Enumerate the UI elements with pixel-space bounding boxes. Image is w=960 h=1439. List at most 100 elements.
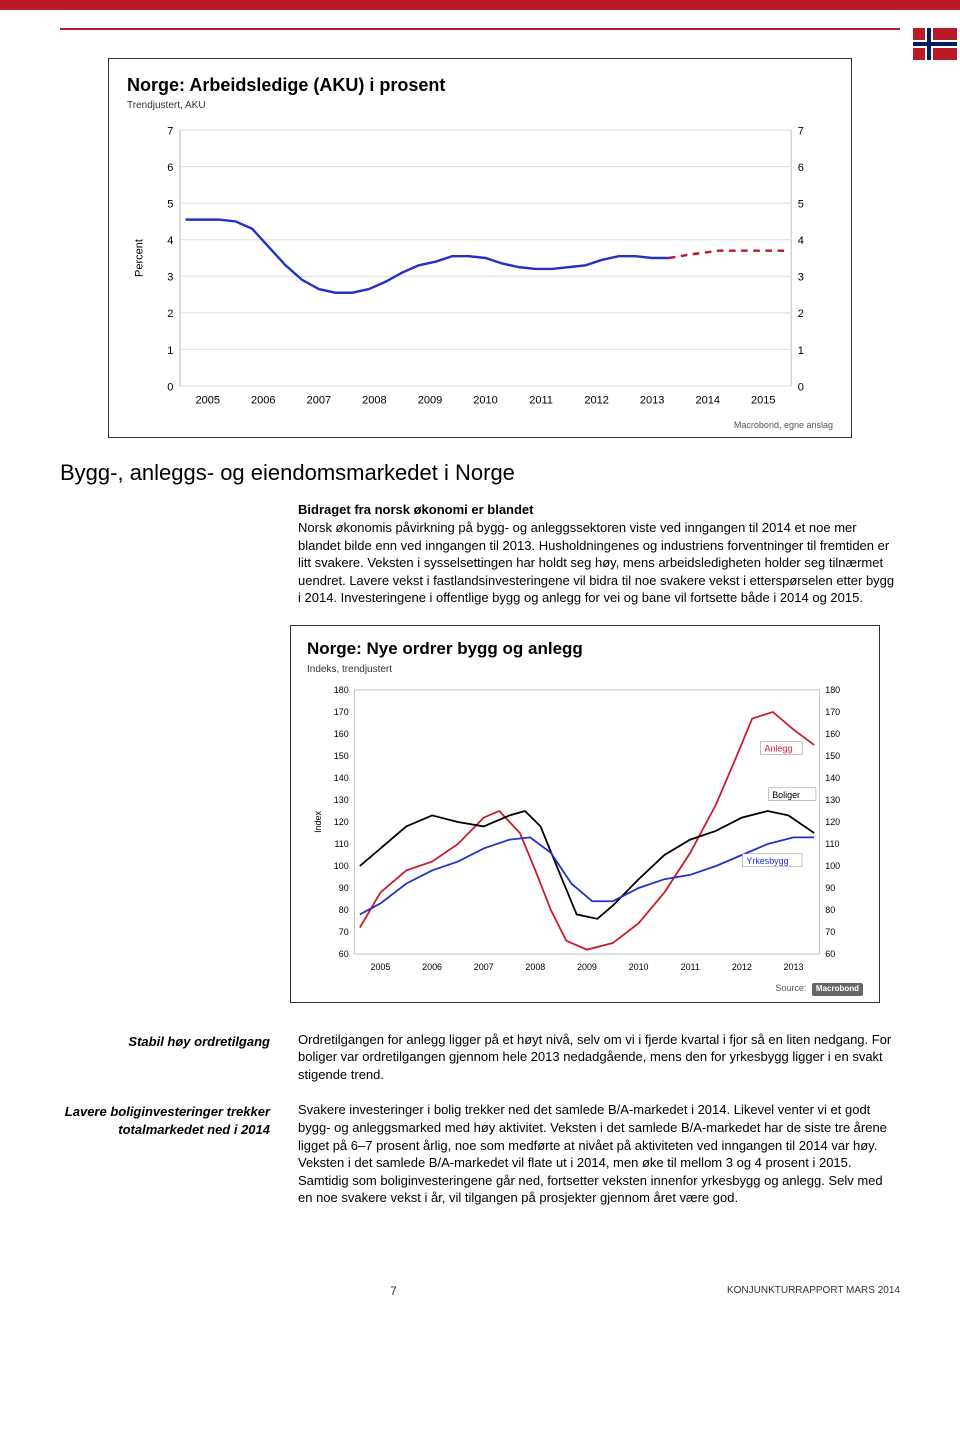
svg-text:7: 7 [167, 125, 173, 137]
svg-text:90: 90 [339, 883, 349, 893]
svg-text:0: 0 [798, 381, 804, 393]
svg-text:2008: 2008 [525, 962, 545, 972]
svg-text:130: 130 [825, 795, 840, 805]
page-body: Norge: Arbeidsledige (AKU) i prosent Tre… [0, 28, 960, 1265]
svg-text:70: 70 [339, 927, 349, 937]
svg-text:5: 5 [167, 198, 173, 210]
svg-text:140: 140 [334, 773, 349, 783]
chart2-subtitle: Indeks, trendjustert [307, 663, 863, 677]
svg-text:70: 70 [825, 927, 835, 937]
para-block-1: Bidraget fra norsk økonomi er blandet No… [60, 501, 900, 606]
svg-text:130: 130 [334, 795, 349, 805]
chart-unemployment: Norge: Arbeidsledige (AKU) i prosent Tre… [108, 58, 852, 438]
svg-text:60: 60 [825, 949, 835, 959]
svg-text:120: 120 [825, 817, 840, 827]
body-p3: Svakere investeringer i bolig trekker ne… [298, 1101, 900, 1206]
chart2-plot: 60 60 70 70 80 80 90 90 100 100 110 110 120 120 130 130… [307, 682, 863, 980]
top-red-bar [0, 0, 960, 10]
svg-text:180: 180 [334, 685, 349, 695]
p1-body: Norsk økonomis påvirkning på bygg- og an… [298, 520, 894, 605]
svg-text:110: 110 [825, 839, 839, 849]
svg-text:1: 1 [167, 345, 173, 357]
svg-text:160: 160 [825, 729, 840, 739]
svg-text:2012: 2012 [732, 962, 752, 972]
svg-text:Boliger: Boliger [772, 790, 800, 800]
svg-text:6: 6 [798, 162, 804, 174]
svg-text:120: 120 [334, 817, 349, 827]
norway-flag [910, 28, 960, 60]
svg-text:160: 160 [334, 729, 349, 739]
svg-text:2008: 2008 [362, 394, 387, 406]
svg-text:6: 6 [167, 162, 173, 174]
page-footer: 7 KONJUNKTURRAPPORT MARS 2014 [0, 1265, 960, 1307]
svg-text:110: 110 [334, 839, 348, 849]
red-rule [60, 28, 900, 30]
svg-text:Anlegg: Anlegg [765, 744, 793, 754]
footer-right: KONJUNKTURRAPPORT MARS 2014 [727, 1284, 900, 1298]
svg-text:80: 80 [825, 905, 835, 915]
svg-text:2: 2 [167, 308, 173, 320]
svg-text:2006: 2006 [422, 962, 442, 972]
p2-text: Ordretilgangen for anlegg ligger på et h… [298, 1031, 900, 1084]
svg-text:2013: 2013 [784, 962, 804, 972]
chart2-title: Norge: Nye ordrer bygg og anlegg [307, 638, 863, 661]
side-label-2: Stabil høy ordretilgang [60, 1031, 270, 1084]
svg-text:1: 1 [798, 345, 804, 357]
para-block-2: Stabil høy ordretilgang Ordretilgangen f… [60, 1031, 900, 1084]
svg-text:100: 100 [825, 861, 840, 871]
svg-text:2005: 2005 [371, 962, 391, 972]
svg-text:170: 170 [825, 707, 840, 717]
svg-text:2005: 2005 [195, 394, 220, 406]
section-heading: Bygg-, anleggs- og eiendomsmarkedet i No… [60, 458, 900, 488]
para-block-3: Lavere boliginvesteringer trekker totalm… [60, 1101, 900, 1206]
svg-text:140: 140 [825, 773, 840, 783]
svg-text:4: 4 [798, 235, 804, 247]
p1-lead: Bidraget fra norsk økonomi er blandet [298, 502, 534, 517]
svg-text:Yrkesbygg: Yrkesbygg [746, 856, 788, 866]
chart2-footer-prefix: Source: [775, 983, 806, 993]
svg-text:2011: 2011 [529, 394, 553, 406]
svg-text:60: 60 [339, 949, 349, 959]
svg-text:100: 100 [334, 861, 349, 871]
svg-text:7: 7 [798, 125, 804, 137]
svg-text:0: 0 [167, 381, 173, 393]
chart-orders: Norge: Nye ordrer bygg og anlegg Indeks,… [290, 625, 880, 1003]
svg-text:2007: 2007 [307, 394, 332, 406]
svg-text:2009: 2009 [577, 962, 597, 972]
svg-text:4: 4 [167, 235, 173, 247]
chart2-footer: Source: Macrobond [307, 982, 863, 996]
svg-text:Percent: Percent [133, 239, 145, 277]
p3-text: Svakere investeringer i bolig trekker ne… [298, 1101, 900, 1206]
chart1-plot: 0 0 1 1 2 2 3 3 4 4 5 5 6 6 7 7 2005 2006 2007 2008 2009 2010… [127, 119, 833, 417]
svg-text:2007: 2007 [474, 962, 494, 972]
svg-text:180: 180 [825, 685, 840, 695]
svg-text:150: 150 [334, 751, 349, 761]
svg-text:80: 80 [339, 905, 349, 915]
svg-text:2006: 2006 [251, 394, 276, 406]
svg-text:2011: 2011 [681, 962, 700, 972]
svg-text:2013: 2013 [640, 394, 665, 406]
page-number: 7 [390, 1283, 397, 1299]
svg-text:Index: Index [313, 811, 323, 833]
svg-text:2010: 2010 [473, 394, 498, 406]
svg-text:150: 150 [825, 751, 840, 761]
chart1-title: Norge: Arbeidsledige (AKU) i prosent [127, 73, 833, 97]
svg-text:3: 3 [798, 271, 804, 283]
svg-text:5: 5 [798, 198, 804, 210]
side-label-empty [60, 501, 270, 606]
svg-text:170: 170 [334, 707, 349, 717]
side-label-3: Lavere boliginvesteringer trekker totalm… [60, 1101, 270, 1206]
body-p2: Ordretilgangen for anlegg ligger på et h… [298, 1031, 900, 1084]
svg-text:2014: 2014 [695, 394, 720, 406]
svg-text:90: 90 [825, 883, 835, 893]
svg-text:2012: 2012 [584, 394, 609, 406]
body-p1: Bidraget fra norsk økonomi er blandet No… [298, 501, 900, 606]
chart1-subtitle: Trendjustert, AKU [127, 99, 833, 113]
svg-text:2009: 2009 [418, 394, 443, 406]
macrobond-badge: Macrobond [812, 983, 863, 996]
svg-text:2: 2 [798, 308, 804, 320]
svg-text:2010: 2010 [629, 962, 649, 972]
chart1-footer: Macrobond, egne anslag [127, 419, 833, 431]
svg-text:3: 3 [167, 271, 173, 283]
svg-text:2015: 2015 [751, 394, 776, 406]
